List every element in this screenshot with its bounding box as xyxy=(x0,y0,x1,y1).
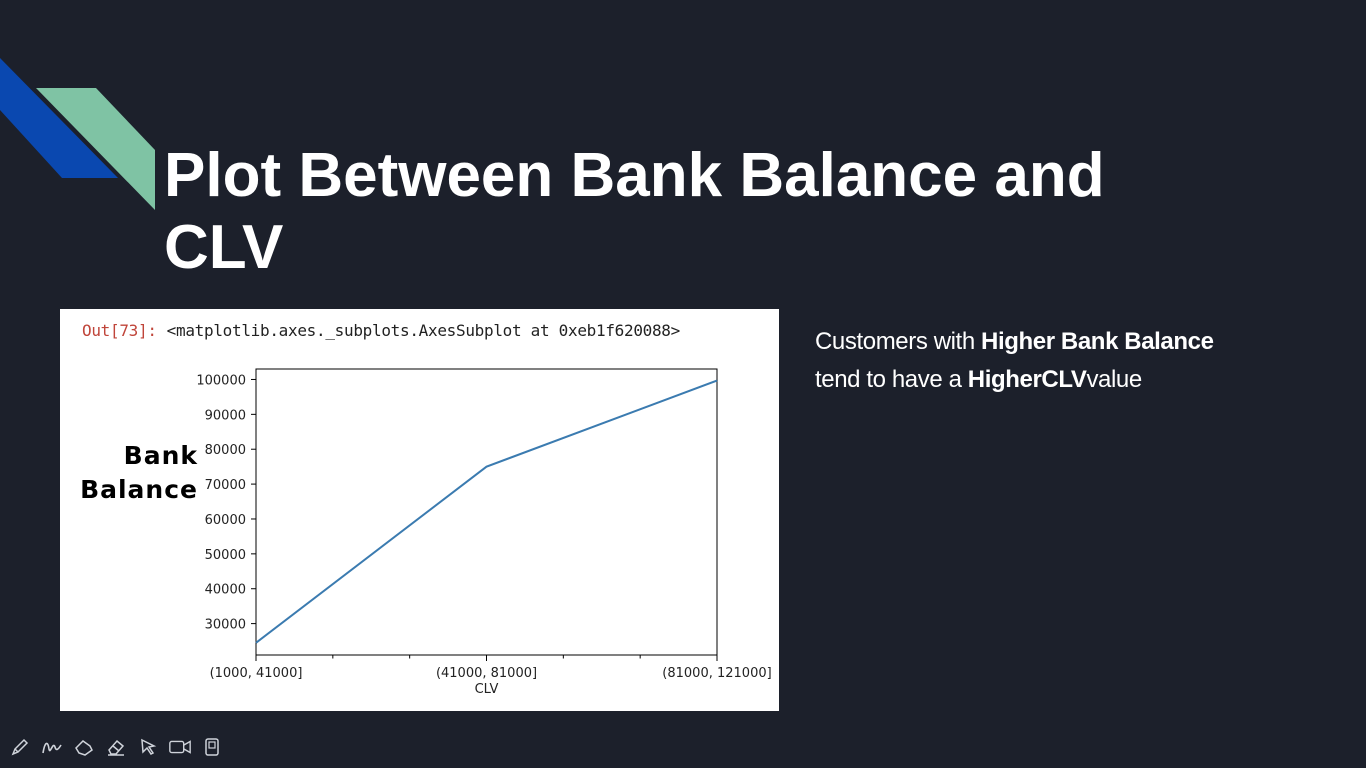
pointer-icon[interactable] xyxy=(136,735,160,759)
chart-panel: Out[73]: <matplotlib.axes._subplots.AxesS… xyxy=(60,309,779,711)
y-tick-label: 40000 xyxy=(205,583,246,598)
insight-text-part3: value xyxy=(1086,366,1142,393)
notes-icon[interactable] xyxy=(200,735,224,759)
eraser-alt-icon[interactable] xyxy=(104,735,128,759)
slide-title-line2: CLV xyxy=(164,213,284,282)
y-tick-label: 80000 xyxy=(205,443,246,458)
y-tick-label: 30000 xyxy=(205,618,246,633)
blue-stripe xyxy=(0,58,118,178)
highlighter-icon[interactable] xyxy=(40,735,64,759)
bank-balance-label-line1: Bank xyxy=(123,441,198,470)
y-tick-label: 90000 xyxy=(205,408,246,423)
video-icon[interactable] xyxy=(168,735,192,759)
bank-balance-label: Bank Balance xyxy=(70,439,198,507)
x-axis-label: CLV xyxy=(475,682,499,697)
insight-text-bold2: HigherCLV xyxy=(967,366,1087,393)
out-repr: <matplotlib.axes._subplots.AxesSubplot a… xyxy=(166,321,681,340)
x-tick-label: (41000, 81000] xyxy=(436,666,537,681)
notebook-output-line: Out[73]: <matplotlib.axes._subplots.AxesS… xyxy=(82,321,680,340)
insight-text-part1: Customers with xyxy=(815,328,982,355)
line-chart: 30000 40000 50000 60000 70000 80000 90000 10000… xyxy=(196,368,772,697)
slide-title-line1: Plot Between Bank Balance and xyxy=(164,141,1105,210)
slide-title: Plot Between Bank Balance and CLV xyxy=(164,140,1164,284)
eraser-icon[interactable] xyxy=(72,735,96,759)
y-tick-label: 60000 xyxy=(205,513,246,528)
insight-text: Customers with Higher Bank Balance tend … xyxy=(815,323,1335,399)
plot-frame xyxy=(255,368,718,656)
presentation-toolbar xyxy=(8,734,224,760)
green-stripe xyxy=(36,88,155,210)
x-tick-label: (81000, 121000] xyxy=(662,666,771,681)
pen-icon[interactable] xyxy=(8,735,32,759)
y-tick-label: 70000 xyxy=(205,478,246,493)
out-prompt: Out[73]: xyxy=(82,321,157,340)
y-tick-label: 50000 xyxy=(205,548,246,563)
insight-text-part2: tend to have a xyxy=(815,366,968,393)
bank-balance-label-line2: Balance xyxy=(80,475,198,504)
insight-text-bold1: Higher Bank Balance xyxy=(981,328,1214,355)
series-line xyxy=(255,379,718,644)
x-tick-label: (1000, 41000] xyxy=(210,666,303,681)
decorative-stripes xyxy=(0,58,155,210)
y-tick-label: 100000 xyxy=(196,373,246,388)
